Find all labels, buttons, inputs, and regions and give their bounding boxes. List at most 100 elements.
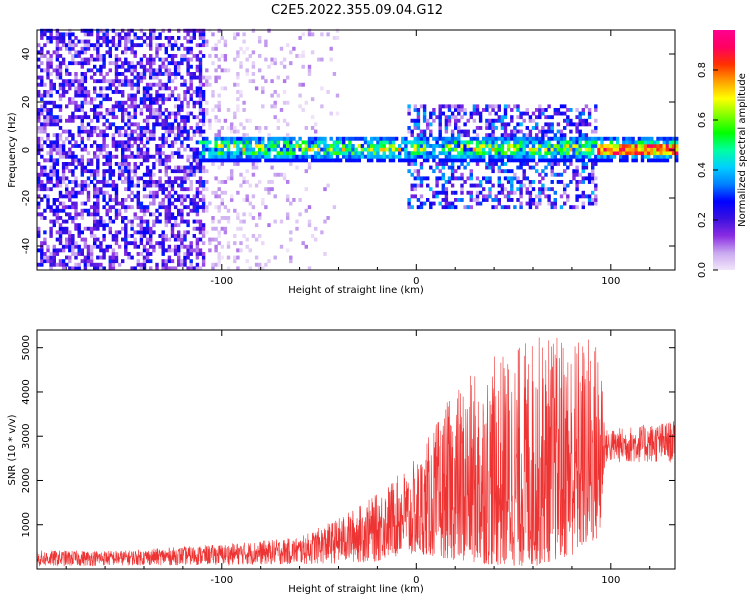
spectrogram-cell — [251, 28, 256, 33]
spectrogram-cell — [71, 54, 75, 58]
spectrogram-cell — [581, 165, 585, 170]
spectrogram-cell — [65, 194, 69, 199]
spectrogram-cell — [619, 158, 623, 163]
spectrogram-cell — [270, 144, 274, 148]
spectrogram-cell — [226, 154, 231, 159]
spectrogram-cell — [388, 154, 393, 159]
spectrogram-cell — [37, 172, 41, 177]
spectrogram-cell — [198, 176, 203, 181]
spectrogram-cell — [245, 244, 249, 249]
spectrogram-cell — [575, 126, 579, 130]
spectrogram-cell — [584, 151, 589, 156]
spectrogram-cell — [522, 169, 526, 174]
spectrogram-cell — [286, 216, 290, 220]
spectrogram-cell — [167, 122, 172, 127]
spectrogram-cell — [261, 140, 265, 145]
spectrogram-cell — [242, 136, 246, 141]
spectrogram-cell — [117, 244, 122, 249]
spectrogram-cell — [167, 216, 172, 220]
spectrogram-cell — [89, 144, 94, 148]
spectrogram-cell — [276, 140, 280, 145]
spectrogram-cell — [86, 255, 91, 260]
spectrogram-cell — [506, 205, 511, 210]
spectrogram-cell — [214, 154, 218, 159]
spectrogram-cell — [86, 198, 91, 202]
spectrogram-cell — [217, 234, 221, 238]
spectrogram-cell — [183, 194, 187, 199]
spectrogram-cell — [43, 172, 47, 177]
spectrogram-cell — [114, 64, 119, 69]
spectrogram-cell — [506, 144, 511, 148]
spectrogram-cell — [482, 198, 486, 202]
spectrogram-cell — [335, 28, 340, 33]
spectrogram-cell — [155, 90, 159, 94]
spectrogram-cell — [569, 162, 573, 166]
spectrogram-cell — [591, 190, 595, 195]
spectrogram-cell — [242, 126, 246, 130]
spectrogram-cell — [61, 180, 66, 184]
spectrogram-cell — [65, 151, 69, 156]
spectrogram-cell — [105, 28, 109, 33]
spectrogram-cell — [96, 205, 100, 210]
spectrogram-cell — [251, 194, 256, 199]
spectrogram-cell — [177, 151, 181, 156]
spectrogram-cell — [170, 129, 175, 134]
spectrogram-cell — [220, 201, 224, 206]
spectrogram-cell — [575, 198, 579, 202]
spectrogram-cell — [441, 144, 445, 148]
spectrogram-cell — [37, 140, 41, 145]
spectrogram-cell — [447, 144, 452, 148]
spectrogram-cell — [58, 93, 63, 98]
spectrogram-cell — [298, 36, 302, 40]
spectrogram-cell — [591, 198, 595, 202]
spectrogram-cell — [133, 129, 137, 134]
spectrogram-cell — [68, 237, 72, 242]
spectrogram-cell — [647, 144, 651, 148]
spectrogram-cell — [267, 136, 271, 141]
spectrogram-cell — [37, 82, 41, 87]
spectrogram-cell — [463, 133, 467, 138]
spectrogram-cell — [65, 205, 69, 210]
spectrogram-cell — [301, 154, 305, 159]
spectrogram-cell — [186, 28, 190, 33]
spectrogram-cell — [438, 162, 442, 166]
spectrogram-cell — [357, 158, 361, 163]
spectrogram-cell — [550, 180, 554, 184]
spectrogram-cell — [127, 122, 131, 127]
spectrogram-cell — [186, 266, 190, 271]
spectrogram-cell — [186, 68, 190, 73]
spectrogram-cell — [127, 172, 131, 177]
spectrogram-cell — [569, 108, 573, 112]
spectrogram-cell — [591, 147, 595, 152]
spectrogram-cell — [506, 194, 511, 199]
spectrogram-cell — [198, 57, 203, 62]
spectrogram-cell — [114, 216, 119, 220]
spectrogram-cell — [130, 205, 134, 210]
spectrogram-cell — [55, 133, 60, 138]
spectrogram-cell — [195, 90, 200, 94]
spectrogram-cell — [335, 144, 340, 148]
spectrogram-cell — [65, 212, 69, 217]
spectrogram-cell — [254, 86, 259, 91]
spectrogram-cell — [236, 104, 240, 109]
spectrogram-cell — [49, 115, 53, 120]
spectrogram-cell — [575, 205, 579, 210]
spectrogram-cell — [394, 147, 399, 152]
spectrogram-cell — [102, 28, 106, 33]
spectrogram-cell — [345, 154, 349, 159]
spectrogram-cell — [491, 205, 495, 210]
spectrogram-cell — [584, 147, 589, 152]
spectrogram-cell — [40, 180, 44, 184]
spectrogram-cell — [61, 154, 66, 159]
spectrogram-cell — [173, 61, 178, 66]
spectrogram-cell — [201, 223, 206, 228]
spectrogram-cell — [139, 126, 144, 130]
spectrogram-cell — [93, 241, 97, 246]
spectrogram-cell — [49, 205, 53, 210]
spectrogram-cell — [591, 169, 595, 174]
spectrogram-cell — [102, 64, 106, 69]
spectrogram-cell — [441, 136, 445, 141]
spectrogram-cell — [46, 72, 50, 76]
spectrogram-cell — [77, 262, 81, 267]
spectrogram-cell — [71, 172, 75, 177]
